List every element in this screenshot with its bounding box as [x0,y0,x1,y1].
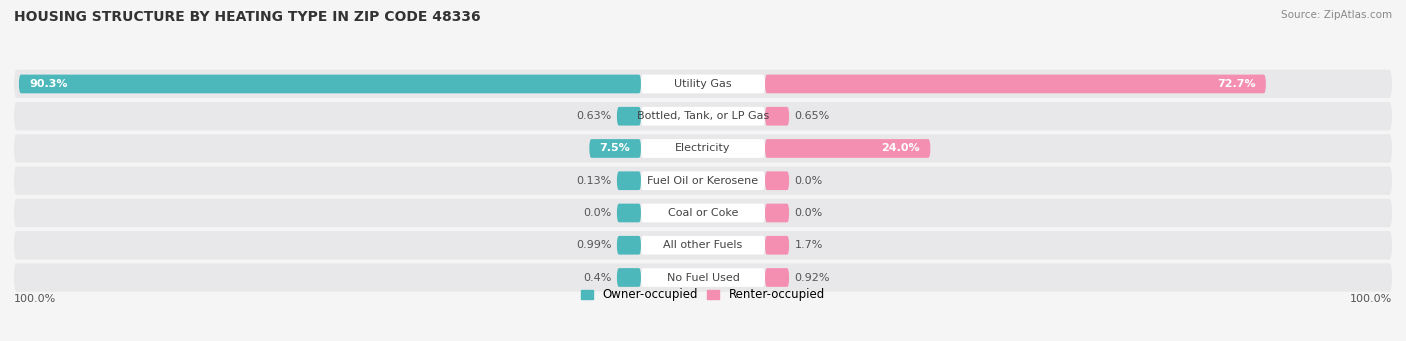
FancyBboxPatch shape [765,236,789,255]
FancyBboxPatch shape [589,139,641,158]
FancyBboxPatch shape [14,231,1392,260]
Text: Fuel Oil or Kerosene: Fuel Oil or Kerosene [647,176,759,186]
Text: Coal or Coke: Coal or Coke [668,208,738,218]
Text: Electricity: Electricity [675,144,731,153]
Text: 0.99%: 0.99% [576,240,612,250]
FancyBboxPatch shape [641,236,765,255]
FancyBboxPatch shape [765,268,789,287]
FancyBboxPatch shape [641,204,765,222]
FancyBboxPatch shape [765,75,1265,93]
Text: 72.7%: 72.7% [1218,79,1256,89]
Text: 24.0%: 24.0% [882,144,920,153]
Text: 0.63%: 0.63% [576,111,612,121]
Text: No Fuel Used: No Fuel Used [666,272,740,282]
Text: Bottled, Tank, or LP Gas: Bottled, Tank, or LP Gas [637,111,769,121]
FancyBboxPatch shape [18,75,641,93]
FancyBboxPatch shape [617,204,641,222]
Text: Source: ZipAtlas.com: Source: ZipAtlas.com [1281,10,1392,20]
Text: 0.0%: 0.0% [583,208,612,218]
FancyBboxPatch shape [14,134,1392,163]
Text: 0.0%: 0.0% [794,176,823,186]
FancyBboxPatch shape [617,236,641,255]
FancyBboxPatch shape [617,268,641,287]
Text: All other Fuels: All other Fuels [664,240,742,250]
FancyBboxPatch shape [14,166,1392,195]
FancyBboxPatch shape [617,172,641,190]
FancyBboxPatch shape [765,204,789,222]
Text: 7.5%: 7.5% [599,144,630,153]
FancyBboxPatch shape [641,75,765,93]
FancyBboxPatch shape [641,139,765,158]
Text: HOUSING STRUCTURE BY HEATING TYPE IN ZIP CODE 48336: HOUSING STRUCTURE BY HEATING TYPE IN ZIP… [14,10,481,24]
FancyBboxPatch shape [617,107,641,125]
Text: 100.0%: 100.0% [14,294,56,305]
FancyBboxPatch shape [765,139,931,158]
FancyBboxPatch shape [14,102,1392,130]
FancyBboxPatch shape [14,199,1392,227]
Text: 0.65%: 0.65% [794,111,830,121]
Legend: Owner-occupied, Renter-occupied: Owner-occupied, Renter-occupied [576,284,830,306]
Text: 0.0%: 0.0% [794,208,823,218]
Text: 90.3%: 90.3% [30,79,67,89]
FancyBboxPatch shape [14,70,1392,98]
Text: 1.7%: 1.7% [794,240,823,250]
Text: 0.92%: 0.92% [794,272,830,282]
Text: 0.13%: 0.13% [576,176,612,186]
FancyBboxPatch shape [765,172,789,190]
FancyBboxPatch shape [641,172,765,190]
FancyBboxPatch shape [765,107,789,125]
Text: 100.0%: 100.0% [1350,294,1392,305]
Text: Utility Gas: Utility Gas [675,79,731,89]
FancyBboxPatch shape [641,107,765,125]
FancyBboxPatch shape [14,263,1392,292]
Text: 0.4%: 0.4% [583,272,612,282]
FancyBboxPatch shape [641,268,765,287]
